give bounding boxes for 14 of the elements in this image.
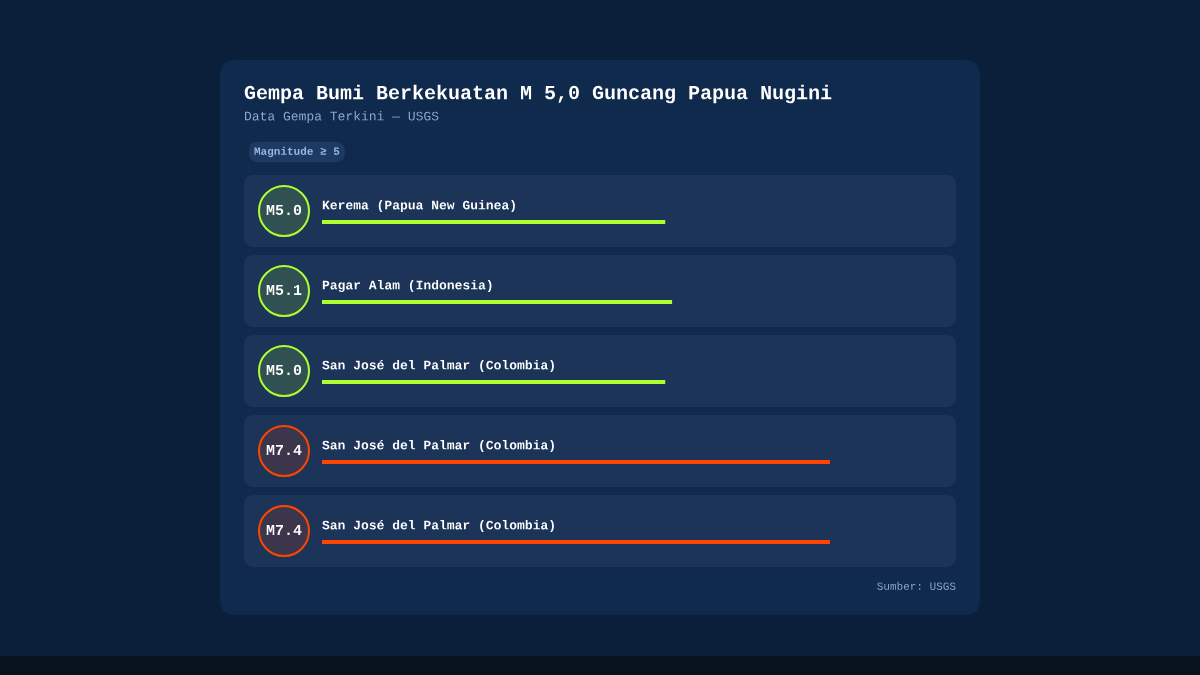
y-tick-label: San José del Palmar (Colombia) xyxy=(322,439,554,453)
y-tick-label: Pagar Alam (Indonesia) xyxy=(322,279,492,293)
data-label: M5.0 xyxy=(266,364,302,376)
y-tick-label: San José del Palmar (Colombia) xyxy=(322,519,554,533)
chart-title: Gempa Bumi Berkekuatan M 5,0 Guncang Papua Nugini xyxy=(244,84,832,104)
y-tick-label: Kerema (Papua New Guinea) xyxy=(322,199,515,213)
text: Magnitude ≥ 5 xyxy=(254,146,340,158)
data-label: M5.0 xyxy=(266,204,302,216)
chart-subtitle: Data Gempa Terkini — USGS xyxy=(245,110,439,124)
y-tick-label: San José del Palmar (Colombia) xyxy=(322,359,554,373)
data-label: M5.1 xyxy=(266,285,302,296)
text: Sumber: USGS xyxy=(877,581,956,590)
data-label: M7.4 xyxy=(266,525,302,535)
data-label: M7.4 xyxy=(266,445,302,455)
